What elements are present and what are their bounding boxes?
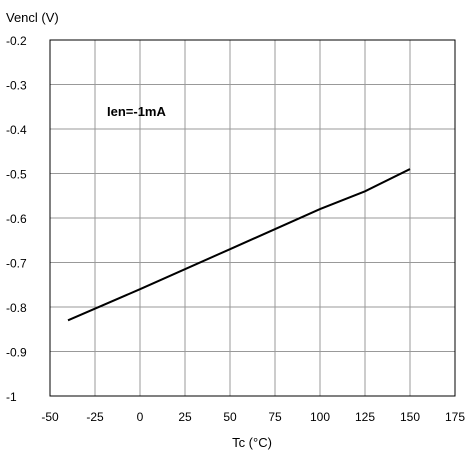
y-axis-title: Vencl (V) [6,10,59,25]
y-tick-label: -0.6 [6,212,27,226]
y-tick-label: -0.7 [6,257,27,271]
y-tick-label: -0.4 [6,123,27,137]
plot-frame [49,39,456,397]
x-tick-labels: -50 -25 0 25 50 75 100 125 150 175 [41,410,465,424]
series-line [67,168,411,322]
series-group [67,168,411,322]
x-axis-title: Tc (°C) [232,435,272,450]
annotation-label: Ien=-1mA [107,104,166,119]
y-tick-label: -0.9 [6,346,27,360]
x-tick-label: 150 [400,410,420,424]
x-tick-label: 75 [268,410,282,424]
x-tick-label: 25 [178,410,192,424]
y-tick-label: -0.8 [6,301,27,315]
x-tick-label: -50 [41,410,59,424]
y-tick-label: -0.5 [6,168,27,182]
y-tick-label: -1 [6,390,17,404]
x-tick-label: 125 [355,410,375,424]
y-tick-labels: -1 -0.9 -0.8 -0.7 -0.6 -0.5 -0.4 -0.3 -0.2 [6,34,27,404]
x-tick-label: 175 [445,410,465,424]
y-tick-label: -0.3 [6,79,27,93]
x-tick-label: 100 [310,410,330,424]
grid-lines [50,40,455,396]
y-tick-label: -0.2 [6,34,27,48]
x-tick-label: 0 [137,410,144,424]
x-tick-label: 50 [223,410,237,424]
x-tick-label: -25 [86,410,104,424]
